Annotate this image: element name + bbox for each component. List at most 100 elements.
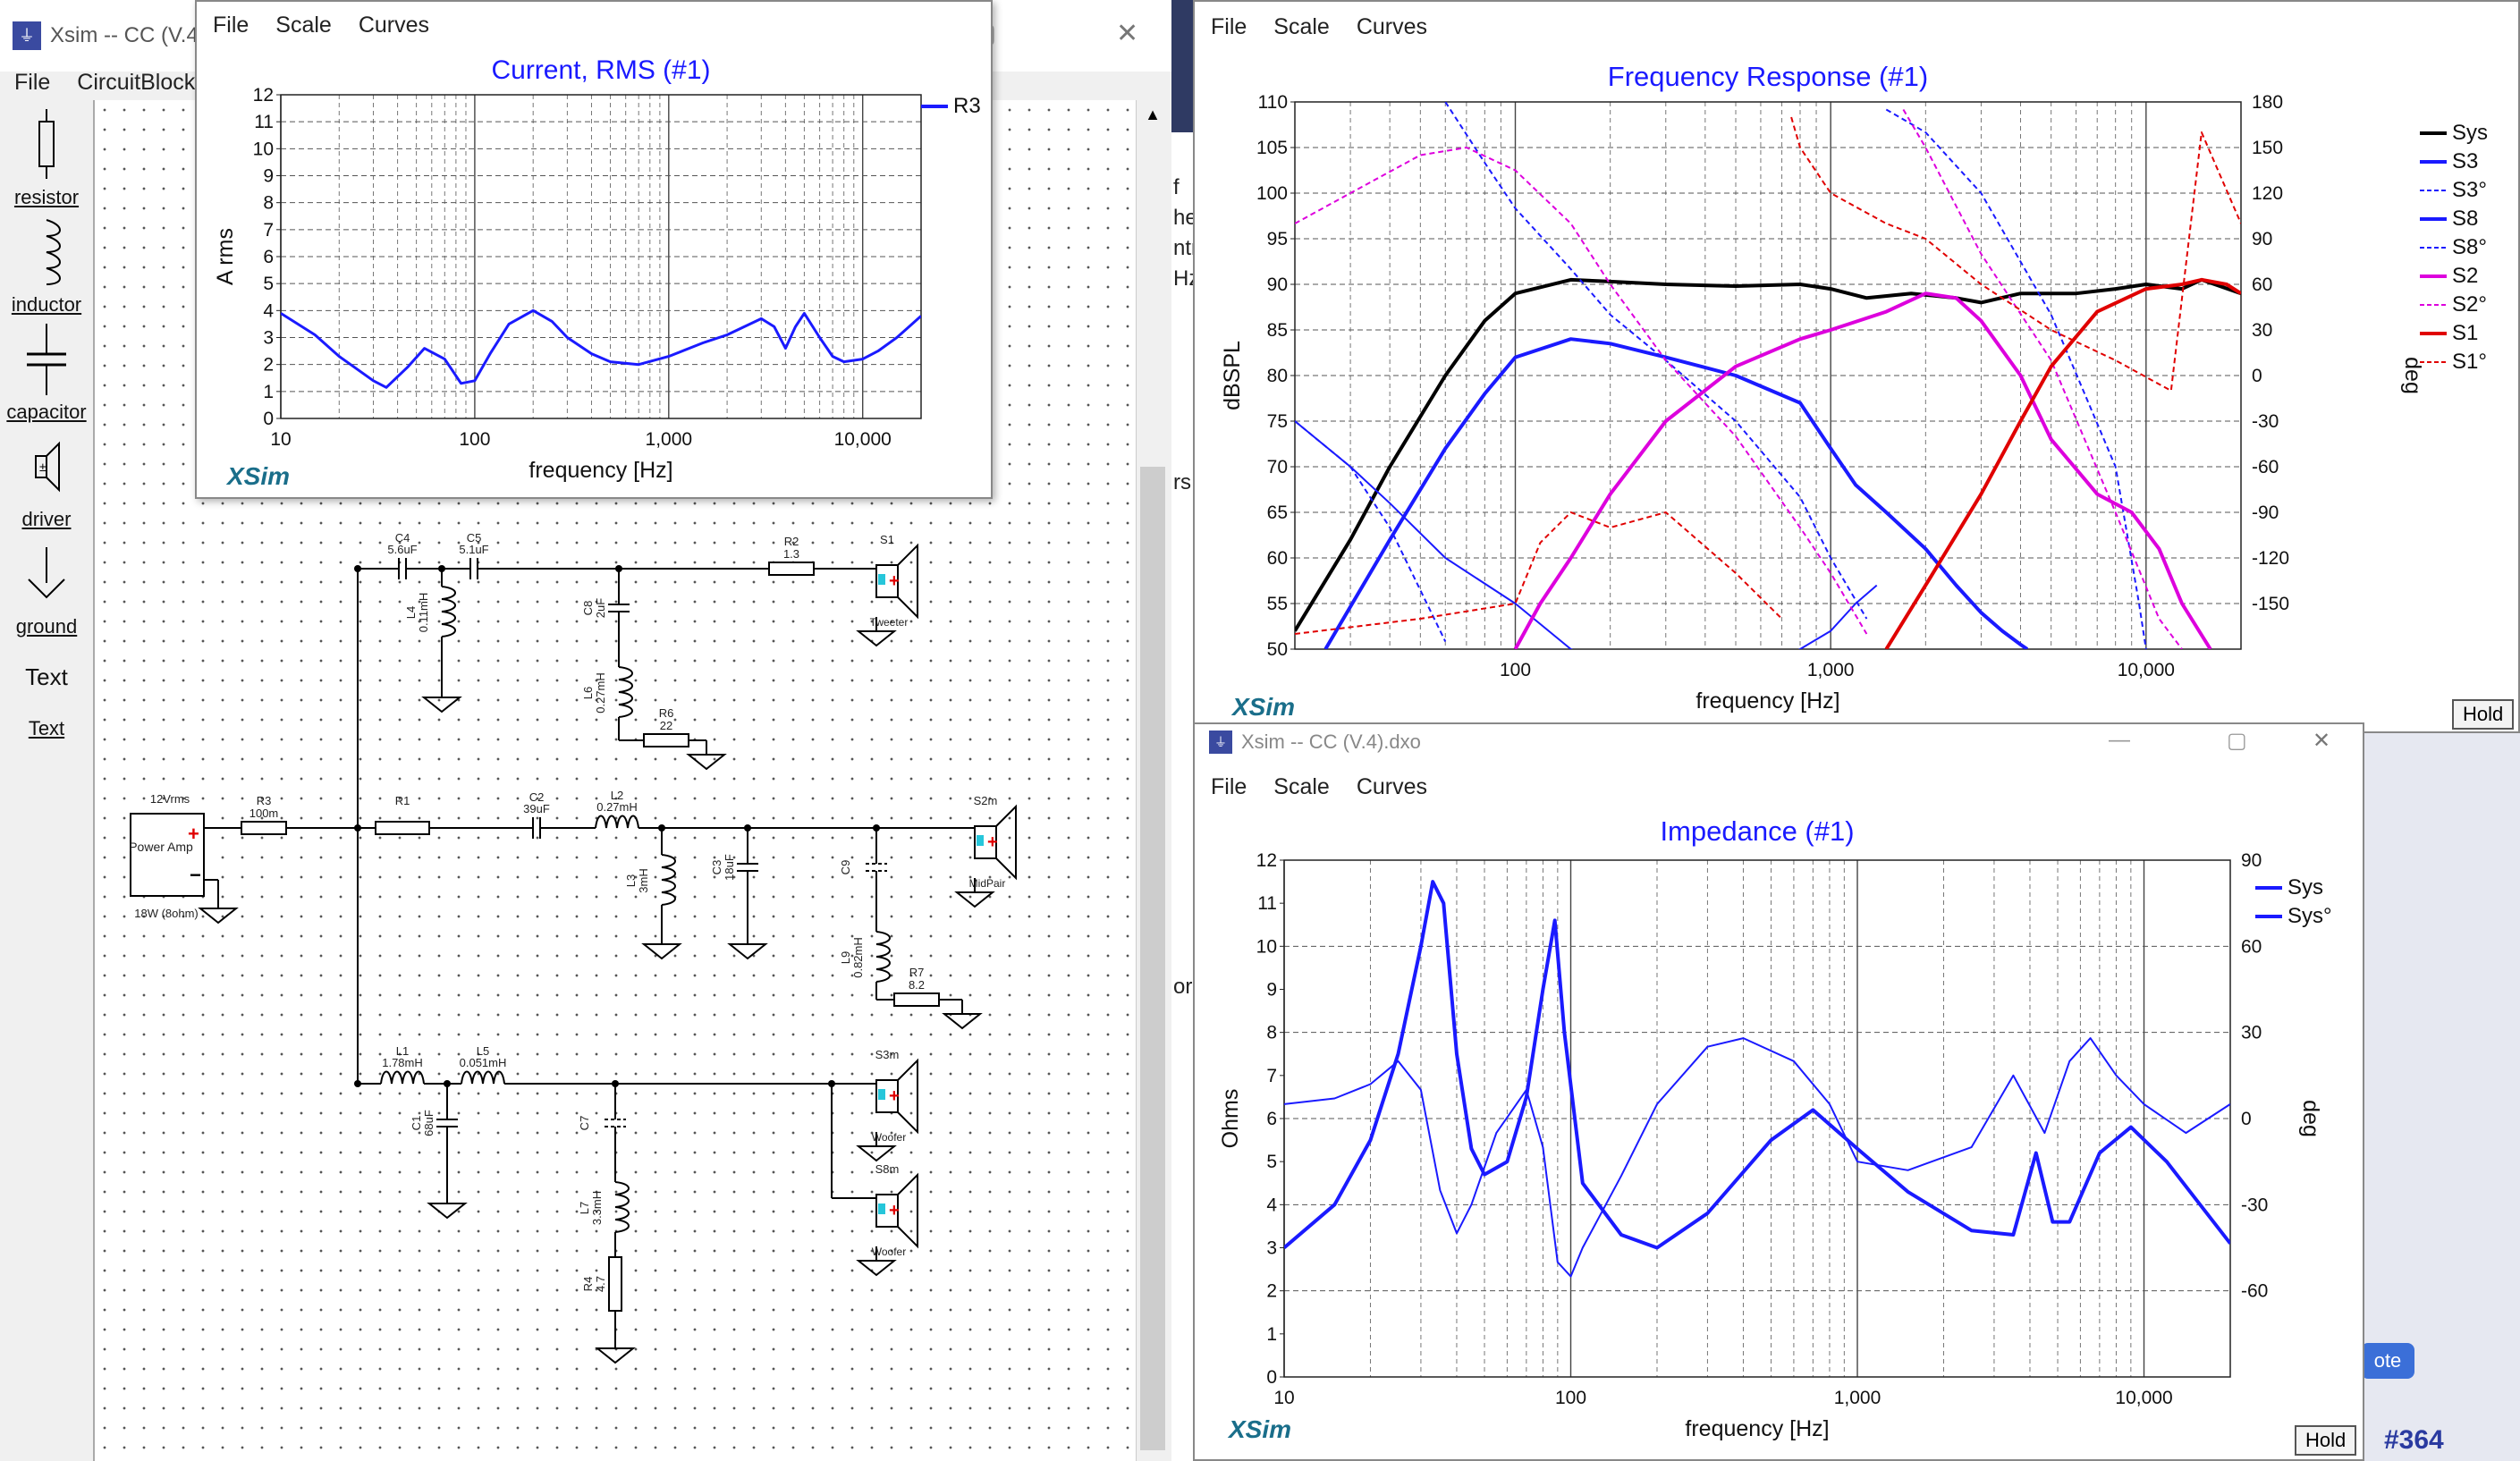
impedance-window: ⏚ Xsim -- CC (V.4).dxo — ▢ ✕ File Scale … (1193, 722, 2364, 1461)
menu-circuitblocks[interactable]: CircuitBlocks (77, 69, 207, 95)
component-label: 18W (8ohm) (134, 907, 199, 920)
y-tick-label: 6 (263, 247, 274, 267)
ground-symbol (427, 1203, 468, 1220)
y2-tick-label: -60 (2252, 457, 2279, 477)
series-line-s8-phase (1444, 102, 2147, 649)
y2-tick-label: -120 (2252, 548, 2289, 569)
component-label: 0.27mH (596, 800, 638, 814)
menu-scale[interactable]: Scale (1273, 773, 1330, 799)
x-tick-label: 10 (1273, 1388, 1294, 1408)
inductor-l3 (661, 854, 676, 906)
maximize-icon[interactable]: ▢ (2227, 729, 2247, 753)
palette-ground[interactable]: ground (0, 538, 93, 638)
y-tick-label: 0 (263, 409, 274, 429)
component-label: 22 (660, 719, 672, 732)
menu-file[interactable]: File (1211, 773, 1247, 799)
component-label: 39uF (523, 802, 550, 815)
component-label: 1.3 (783, 547, 799, 561)
palette-text-link[interactable]: Text (28, 717, 65, 739)
component-label: L4 (404, 606, 418, 619)
menu-curves[interactable]: Curves (358, 12, 430, 38)
menu-file[interactable]: File (14, 69, 51, 95)
app-icon: ⏚ (13, 21, 41, 50)
close-icon[interactable]: ✕ (1116, 19, 1139, 48)
y2-axis-label: deg (2400, 357, 2425, 394)
component-label: R2 (784, 535, 799, 548)
component-label: L2 (611, 789, 623, 802)
legend-label: R3 (953, 94, 981, 118)
x-tick-label: 100 (459, 429, 490, 450)
scroll-thumb[interactable] (1140, 467, 1165, 1450)
palette-text[interactable]: Text (25, 663, 68, 690)
menu-curves[interactable]: Curves (1356, 13, 1428, 39)
x-tick-label: 1,000 (1834, 1388, 1882, 1408)
menu-file[interactable]: File (1211, 13, 1247, 39)
palette-label: driver (21, 508, 72, 530)
power-amp-label: Power Amp (129, 840, 193, 854)
component-label: 5.6uF (387, 543, 417, 556)
y-tick-label: 75 (1267, 411, 1288, 432)
palette-capacitor[interactable]: capacitor (0, 324, 93, 424)
series-line-s2-phase (1295, 108, 2183, 649)
y2-tick-label: 60 (2241, 936, 2262, 957)
component-label: C5 (467, 531, 482, 545)
x-tick-label: 10,000 (2118, 660, 2175, 680)
component-label: R4 (581, 1277, 595, 1292)
main-window-title: Xsim -- CC (V.4 (50, 23, 199, 47)
driver-cone (897, 1172, 918, 1249)
menu-curves[interactable]: Curves (1356, 773, 1428, 799)
y2-tick-label: 0 (2241, 1109, 2252, 1129)
component-label: 5.1uF (459, 543, 488, 556)
hold-button[interactable]: Hold (2295, 1425, 2357, 1456)
y2-tick-label: -60 (2241, 1281, 2268, 1302)
minimize-icon[interactable]: — (2109, 728, 2130, 752)
menu-scale[interactable]: Scale (275, 12, 332, 38)
y2-tick-label: 30 (2241, 1023, 2262, 1043)
close-icon[interactable]: ✕ (2313, 729, 2331, 753)
driver-plus: + (889, 1201, 900, 1220)
background-button[interactable]: ote (2361, 1343, 2414, 1379)
palette-driver[interactable]: ± driver (0, 431, 93, 531)
palette-label: inductor (11, 293, 82, 316)
component-label: 12Vrms (150, 792, 190, 806)
frequency-response-window: File Scale Curves Frequency Response (#1… (1193, 0, 2520, 733)
component-label: R1 (395, 794, 410, 807)
y2-tick-label: -30 (2252, 411, 2279, 432)
menu-file[interactable]: File (213, 12, 249, 38)
driver-cone (995, 804, 1017, 881)
legend-label: S3 (2452, 149, 2478, 173)
y-tick-label: 1 (1266, 1324, 1277, 1345)
y-tick-label: 70 (1267, 457, 1288, 477)
component-label: Tweeter (870, 616, 909, 629)
inductor-l1 (380, 1070, 425, 1085)
resistor-r7 (893, 992, 940, 1007)
component-label: 0.82mH (851, 937, 865, 978)
y-tick-label: 100 (1256, 183, 1288, 204)
background-fragment: rs (1173, 470, 1191, 494)
y-tick-label: 50 (1267, 639, 1288, 660)
inductor-l4 (441, 586, 456, 638)
legend-label: Sys (2287, 875, 2323, 899)
impedance-title-bar: ⏚ Xsim -- CC (V.4).dxo — ▢ ✕ (1195, 724, 2363, 760)
resistor-r6 (643, 733, 689, 747)
scroll-up-icon[interactable]: ▲ (1145, 106, 1161, 123)
scrollbar[interactable]: ▲ (1136, 100, 1169, 1461)
y2-tick-label: 150 (2252, 138, 2283, 158)
ground-symbol (856, 1145, 897, 1162)
y-tick-label: 5 (1266, 1152, 1277, 1172)
ground-symbol (421, 697, 462, 714)
chart-title: Frequency Response (#1) (1608, 61, 1928, 92)
y2-axis-label: deg (2298, 1100, 2323, 1137)
palette-resistor[interactable]: resistor (0, 109, 93, 209)
y-tick-label: 3 (263, 328, 274, 349)
component-label: C2 (529, 790, 545, 804)
y-tick-label: 7 (263, 220, 274, 241)
menu-scale[interactable]: Scale (1273, 13, 1330, 39)
palette-inductor[interactable]: inductor (0, 216, 93, 317)
impedance-menubar: File Scale Curves (1195, 769, 2363, 805)
component-label: C3 (710, 860, 723, 875)
series-line-s2 (1513, 291, 2212, 649)
driver-terminal (977, 835, 984, 846)
component-label: C7 (578, 1116, 591, 1131)
hold-button[interactable]: Hold (2452, 699, 2515, 730)
